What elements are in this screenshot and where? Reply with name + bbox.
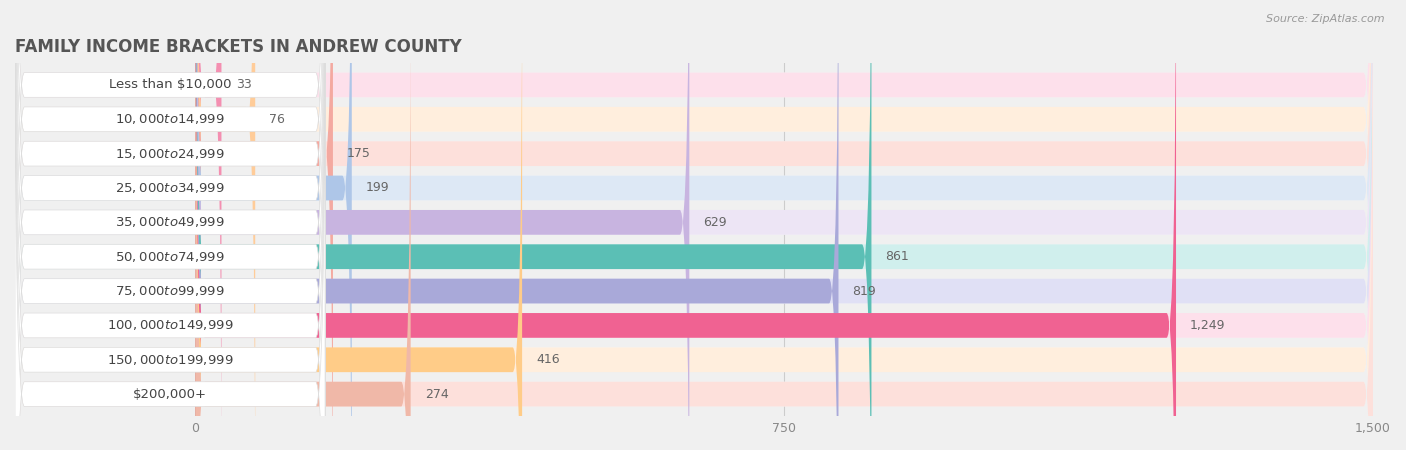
FancyBboxPatch shape — [15, 0, 1374, 450]
FancyBboxPatch shape — [195, 0, 1175, 450]
FancyBboxPatch shape — [15, 0, 1374, 450]
FancyBboxPatch shape — [15, 0, 325, 450]
Text: 629: 629 — [703, 216, 727, 229]
FancyBboxPatch shape — [195, 0, 411, 450]
Text: $75,000 to $99,999: $75,000 to $99,999 — [115, 284, 225, 298]
FancyBboxPatch shape — [15, 0, 1374, 450]
FancyBboxPatch shape — [15, 0, 1374, 450]
Text: $200,000+: $200,000+ — [134, 387, 207, 400]
FancyBboxPatch shape — [15, 0, 325, 450]
FancyBboxPatch shape — [15, 0, 1374, 450]
FancyBboxPatch shape — [15, 0, 1374, 450]
Text: $25,000 to $34,999: $25,000 to $34,999 — [115, 181, 225, 195]
Text: 76: 76 — [270, 113, 285, 126]
Text: 861: 861 — [886, 250, 910, 263]
FancyBboxPatch shape — [195, 0, 838, 450]
Text: $10,000 to $14,999: $10,000 to $14,999 — [115, 112, 225, 126]
Text: 819: 819 — [852, 284, 876, 297]
FancyBboxPatch shape — [15, 0, 1374, 450]
FancyBboxPatch shape — [195, 0, 689, 450]
Text: 1,249: 1,249 — [1189, 319, 1226, 332]
FancyBboxPatch shape — [195, 0, 222, 450]
FancyBboxPatch shape — [15, 0, 325, 450]
FancyBboxPatch shape — [15, 0, 1374, 450]
FancyBboxPatch shape — [15, 0, 325, 450]
FancyBboxPatch shape — [15, 0, 1374, 450]
Text: $35,000 to $49,999: $35,000 to $49,999 — [115, 216, 225, 230]
FancyBboxPatch shape — [195, 0, 256, 450]
Text: $100,000 to $149,999: $100,000 to $149,999 — [107, 319, 233, 333]
FancyBboxPatch shape — [15, 0, 325, 450]
FancyBboxPatch shape — [15, 0, 1374, 450]
FancyBboxPatch shape — [195, 0, 352, 450]
FancyBboxPatch shape — [15, 0, 1374, 450]
FancyBboxPatch shape — [195, 0, 872, 450]
FancyBboxPatch shape — [15, 0, 1374, 450]
FancyBboxPatch shape — [15, 0, 325, 450]
Text: 199: 199 — [366, 181, 389, 194]
Text: $150,000 to $199,999: $150,000 to $199,999 — [107, 353, 233, 367]
FancyBboxPatch shape — [15, 0, 1374, 450]
FancyBboxPatch shape — [15, 0, 1374, 450]
Text: $15,000 to $24,999: $15,000 to $24,999 — [115, 147, 225, 161]
Text: 175: 175 — [347, 147, 371, 160]
FancyBboxPatch shape — [15, 0, 1374, 450]
Text: 416: 416 — [536, 353, 560, 366]
FancyBboxPatch shape — [15, 0, 1374, 450]
FancyBboxPatch shape — [15, 0, 325, 450]
FancyBboxPatch shape — [195, 0, 522, 450]
Text: FAMILY INCOME BRACKETS IN ANDREW COUNTY: FAMILY INCOME BRACKETS IN ANDREW COUNTY — [15, 37, 461, 55]
Text: Less than $10,000: Less than $10,000 — [108, 78, 232, 91]
FancyBboxPatch shape — [15, 0, 1374, 450]
FancyBboxPatch shape — [195, 0, 333, 450]
FancyBboxPatch shape — [15, 0, 325, 450]
Text: 33: 33 — [236, 78, 252, 91]
FancyBboxPatch shape — [15, 0, 1374, 450]
Text: $50,000 to $74,999: $50,000 to $74,999 — [115, 250, 225, 264]
FancyBboxPatch shape — [15, 0, 325, 450]
Text: Source: ZipAtlas.com: Source: ZipAtlas.com — [1267, 14, 1385, 23]
FancyBboxPatch shape — [15, 0, 1374, 450]
FancyBboxPatch shape — [15, 0, 325, 450]
Text: 274: 274 — [425, 387, 449, 400]
FancyBboxPatch shape — [15, 0, 1374, 450]
